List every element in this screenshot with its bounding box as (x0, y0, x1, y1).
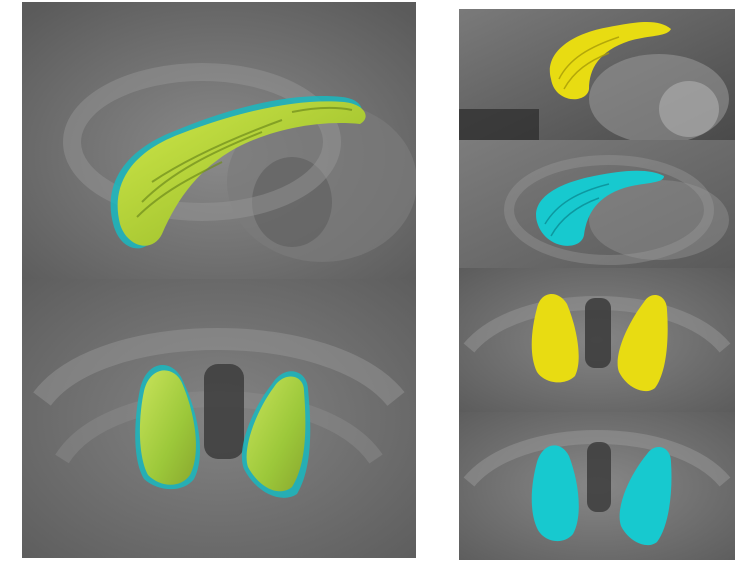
yellow-structure (531, 293, 579, 383)
green-structure (246, 376, 306, 492)
overlay-sagittal-panel (22, 2, 416, 279)
cyan-structure (536, 170, 664, 246)
green-structure (139, 370, 196, 485)
yellow-coronal-panel (459, 268, 735, 412)
cyan-coronal-render (459, 412, 735, 560)
cyan-sagittal-panel (459, 140, 735, 268)
cyan-coronal-panel (459, 412, 735, 560)
yellow-sagittal-panel (459, 9, 735, 140)
green-structure (117, 101, 366, 246)
yellow-structure (549, 22, 671, 100)
yellow-coronal-render (459, 268, 735, 412)
overlay-sagittal-render (22, 2, 416, 279)
overlay-coronal-render (22, 279, 416, 558)
cyan-sagittal-render (459, 140, 735, 268)
cyan-structure (619, 447, 672, 546)
cyan-structure (531, 445, 579, 542)
yellow-sagittal-render (459, 9, 735, 140)
overlay-coronal-panel (22, 279, 416, 558)
cyan-structure (110, 96, 363, 249)
yellow-structure (617, 295, 668, 392)
